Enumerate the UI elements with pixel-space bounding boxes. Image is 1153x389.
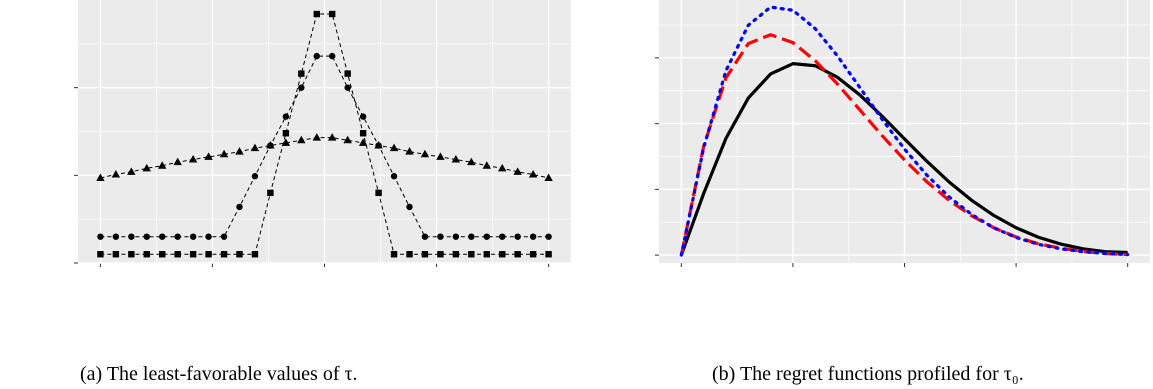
data-point-circle	[128, 233, 135, 240]
panel-a	[74, 0, 571, 267]
data-point-square	[97, 251, 104, 258]
data-point-square	[406, 251, 413, 258]
data-point-triangle	[328, 133, 337, 141]
data-point-square	[375, 189, 382, 197]
data-point-triangle	[343, 135, 352, 144]
data-point-square	[390, 251, 398, 258]
data-point-square	[545, 251, 552, 258]
data-point-square	[220, 251, 228, 258]
data-point-triangle	[127, 167, 136, 175]
data-point-triangle	[528, 169, 538, 178]
data-point-triangle	[312, 133, 321, 141]
data-point-circle	[313, 52, 320, 60]
data-point-square	[159, 251, 166, 258]
data-point-triangle	[219, 149, 229, 158]
series-dashed-line	[679, 33, 1128, 257]
data-point-square	[267, 189, 274, 197]
data-point-circle	[282, 113, 290, 120]
caption-b: (b) The regret functions profiled for τ₀…	[712, 363, 1024, 385]
data-point-circle	[251, 173, 259, 180]
data-point-circle	[236, 203, 243, 211]
data-point-square	[189, 251, 197, 258]
data-point-circle	[359, 113, 367, 120]
caption-a: (a) The least-favorable values of τ.	[80, 363, 358, 385]
data-point-triangle	[111, 169, 121, 178]
data-point-square	[298, 70, 305, 77]
data-point-circle	[483, 233, 490, 240]
data-point-circle	[329, 52, 336, 60]
data-point-circle	[205, 233, 212, 240]
data-point-triangle	[96, 173, 105, 181]
data-point-square	[251, 251, 259, 258]
data-point-square	[313, 10, 320, 18]
data-point-circle	[344, 84, 351, 91]
data-point-square	[483, 251, 490, 258]
data-point-square	[112, 251, 120, 258]
data-point-square	[421, 251, 429, 258]
data-point-triangle	[498, 163, 507, 172]
data-point-triangle	[204, 152, 213, 160]
data-point-triangle	[482, 161, 491, 169]
data-point-circle	[143, 233, 150, 240]
data-point-triangle	[188, 155, 198, 163]
data-point-circle	[220, 233, 228, 240]
data-point-triangle	[358, 138, 368, 146]
data-point-square	[282, 130, 290, 137]
data-point-square	[236, 251, 243, 258]
data-point-triangle	[297, 135, 306, 144]
data-point-square	[329, 10, 336, 18]
data-point-circle	[452, 233, 460, 240]
series-dotted-line	[679, 5, 1130, 257]
data-point-triangle	[513, 167, 522, 175]
data-point-square	[359, 130, 367, 137]
data-point-circle	[545, 233, 552, 240]
data-point-circle	[375, 142, 382, 149]
data-point-triangle	[544, 173, 553, 181]
data-point-square	[452, 251, 460, 258]
data-point-circle	[267, 142, 274, 149]
data-point-circle	[529, 233, 537, 240]
data-point-circle	[437, 233, 444, 240]
data-point-circle	[159, 233, 166, 240]
data-point-circle	[499, 233, 506, 240]
data-point-square	[468, 251, 475, 258]
data-point-square	[499, 251, 506, 258]
data-point-triangle	[142, 163, 151, 172]
data-point-circle	[97, 233, 104, 240]
data-point-circle	[189, 233, 197, 240]
plot-area	[679, 5, 1130, 257]
data-point-circle	[406, 203, 413, 211]
data-point-square	[143, 251, 150, 258]
data-point-triangle	[451, 155, 461, 163]
data-point-circle	[468, 233, 475, 240]
data-point-square	[128, 251, 135, 258]
data-point-square	[174, 251, 181, 258]
data-point-circle	[421, 233, 429, 240]
data-point-triangle	[467, 157, 476, 166]
data-point-circle	[390, 173, 398, 180]
data-point-triangle	[420, 149, 430, 158]
data-point-triangle	[250, 143, 260, 152]
panel-b	[655, 0, 1150, 267]
plot-area	[96, 10, 553, 258]
data-point-triangle	[281, 138, 291, 146]
series-solid-line	[679, 62, 1128, 256]
data-point-square	[205, 251, 212, 258]
data-point-triangle	[436, 152, 445, 160]
data-point-circle	[514, 233, 521, 240]
data-point-circle	[174, 233, 181, 240]
data-point-triangle	[235, 147, 244, 155]
data-point-square	[437, 251, 444, 258]
data-point-triangle	[389, 143, 399, 152]
data-point-square	[344, 70, 351, 77]
data-point-triangle	[173, 157, 182, 166]
data-point-square	[529, 251, 537, 258]
data-point-circle	[112, 233, 120, 240]
data-point-triangle	[405, 147, 414, 155]
data-point-circle	[298, 84, 305, 91]
data-point-triangle	[158, 161, 167, 169]
data-point-square	[514, 251, 521, 258]
